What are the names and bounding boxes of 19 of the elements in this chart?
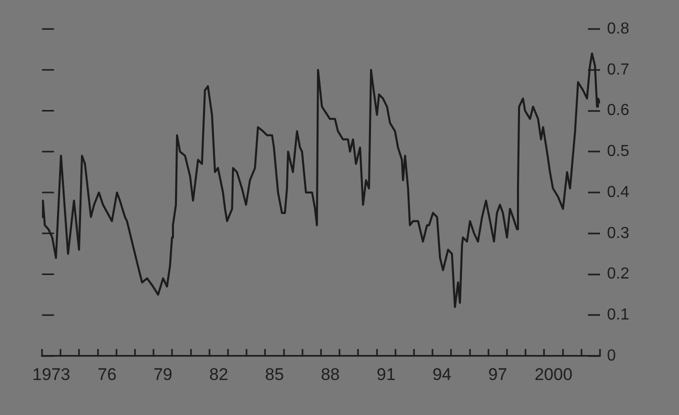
x-tick-label: 82: [209, 364, 228, 384]
x-tick-label: 88: [320, 364, 340, 384]
x-tick-label: 85: [265, 364, 284, 384]
y-tick-label: 0.8: [607, 20, 630, 38]
y-tick-label: 0: [607, 347, 616, 364]
y-tick-label: 0.1: [607, 306, 630, 324]
x-tick-label: 76: [98, 364, 117, 384]
y-tick-label: 0.4: [607, 184, 630, 201]
x-tick-label: 97: [488, 364, 508, 384]
x-tick-label: 79: [153, 364, 172, 384]
y-tick-label: 0.2: [607, 266, 630, 283]
y-tick-label: 0.5: [607, 143, 630, 160]
x-tick-label: 91: [376, 364, 396, 384]
x-tick-label: 1973: [32, 364, 70, 384]
y-tick-label: 0.7: [607, 61, 630, 78]
x-tick-label: 2000: [534, 364, 572, 384]
y-tick-label: 0.3: [607, 224, 630, 242]
y-tick-label: 0.6: [607, 102, 630, 120]
x-tick-label: 94: [432, 364, 452, 384]
